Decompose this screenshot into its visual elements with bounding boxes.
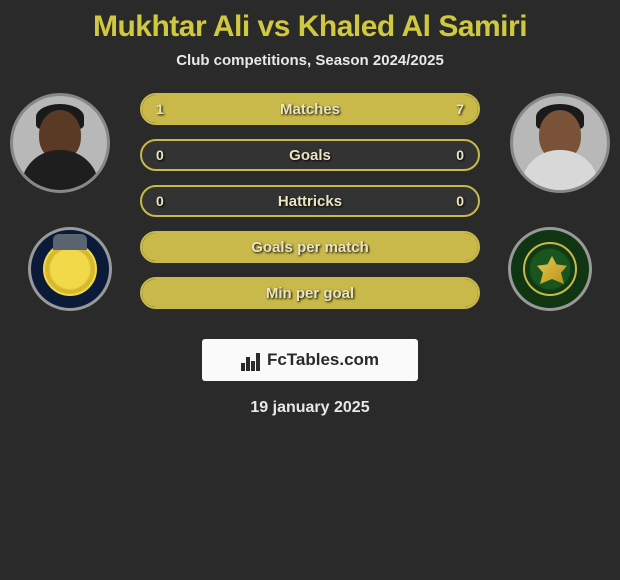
stat-row-hattricks: 0 Hattricks 0 bbox=[140, 185, 480, 217]
date-label: 19 january 2025 bbox=[0, 399, 620, 417]
stat-right-value: 0 bbox=[456, 147, 464, 163]
stat-label: Goals bbox=[142, 147, 478, 164]
comparison-card: Mukhtar Ali vs Khaled Al Samiri Club com… bbox=[0, 0, 620, 427]
stat-row-matches: 1 Matches 7 bbox=[140, 93, 480, 125]
club-right-badge bbox=[508, 227, 592, 311]
player-right-avatar bbox=[510, 93, 610, 193]
player-left-avatar bbox=[10, 93, 110, 193]
club-left-badge bbox=[28, 227, 112, 311]
brand-text: FcTables.com bbox=[267, 350, 379, 370]
stat-row-goals: 0 Goals 0 bbox=[140, 139, 480, 171]
brand-logo: FcTables.com bbox=[202, 339, 418, 381]
stat-label: Hattricks bbox=[142, 193, 478, 210]
subtitle: Club competitions, Season 2024/2025 bbox=[0, 52, 620, 69]
stat-row-min-per-goal: Min per goal bbox=[140, 277, 480, 309]
stats-bars: 1 Matches 7 0 Goals 0 0 Hattricks 0 bbox=[140, 93, 480, 323]
comparison-body: 1 Matches 7 0 Goals 0 0 Hattricks 0 bbox=[0, 93, 620, 333]
page-title: Mukhtar Ali vs Khaled Al Samiri bbox=[0, 10, 620, 44]
stat-label: Goals per match bbox=[142, 239, 478, 256]
stat-row-goals-per-match: Goals per match bbox=[140, 231, 480, 263]
stat-right-value: 0 bbox=[456, 193, 464, 209]
stat-label: Matches bbox=[142, 101, 478, 118]
bar-chart-icon bbox=[241, 349, 263, 371]
stat-right-value: 7 bbox=[456, 101, 464, 117]
stat-label: Min per goal bbox=[142, 285, 478, 302]
